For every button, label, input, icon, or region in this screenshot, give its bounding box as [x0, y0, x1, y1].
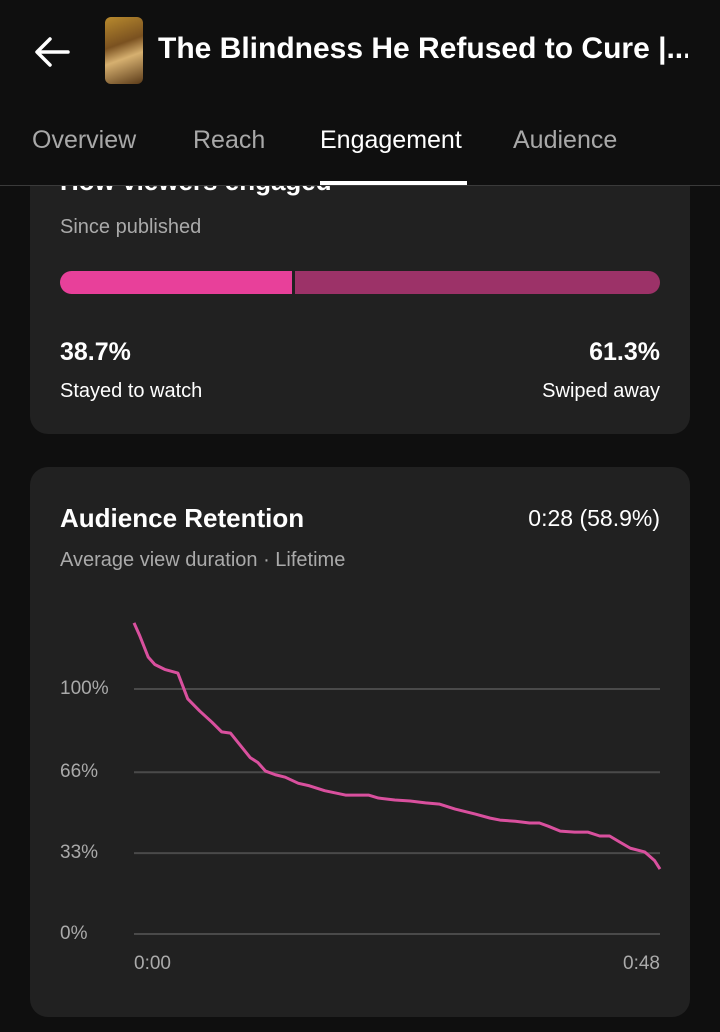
engagement-bar	[60, 271, 660, 294]
y-tick-label: 66%	[60, 761, 99, 782]
y-tick-label: 33%	[60, 842, 99, 863]
x-tick-label: 0:48	[623, 953, 660, 974]
swiped-value: 61.3%	[589, 338, 660, 366]
video-title: The Blindness He Refused to Cure |...	[158, 32, 688, 65]
tab-engagement[interactable]: Engagement	[320, 126, 462, 154]
swiped-segment	[295, 271, 660, 294]
stayed-segment	[60, 271, 296, 294]
stayed-value: 38.7%	[60, 338, 131, 366]
video-thumbnail	[105, 17, 143, 84]
x-tick-label: 0:00	[134, 953, 171, 974]
retention-subtitle: Average view duration · Lifetime	[60, 549, 346, 571]
card-subtitle: Since published	[60, 216, 202, 238]
tab-audience[interactable]: Audience	[513, 126, 618, 154]
arrow-left-icon	[35, 37, 70, 67]
y-tick-label: 100%	[60, 678, 109, 699]
swiped-label: Swiped away	[542, 380, 660, 402]
retention-chart	[132, 622, 662, 935]
retention-title: Audience Retention	[60, 503, 305, 533]
active-tab-indicator	[320, 181, 467, 185]
stayed-label: Stayed to watch	[60, 380, 203, 402]
back-button[interactable]	[30, 30, 74, 74]
retention-line	[132, 622, 662, 870]
retention-summary: 0:28 (58.9%)	[528, 505, 660, 531]
retention-card: Audience Retention 0:28 (58.9%) Average …	[30, 467, 690, 1017]
top-bar: The Blindness He Refused to Cure |... Ov…	[0, 0, 720, 186]
y-tick-label: 0%	[60, 923, 88, 944]
tab-reach[interactable]: Reach	[193, 126, 266, 154]
tab-overview[interactable]: Overview	[32, 126, 137, 154]
